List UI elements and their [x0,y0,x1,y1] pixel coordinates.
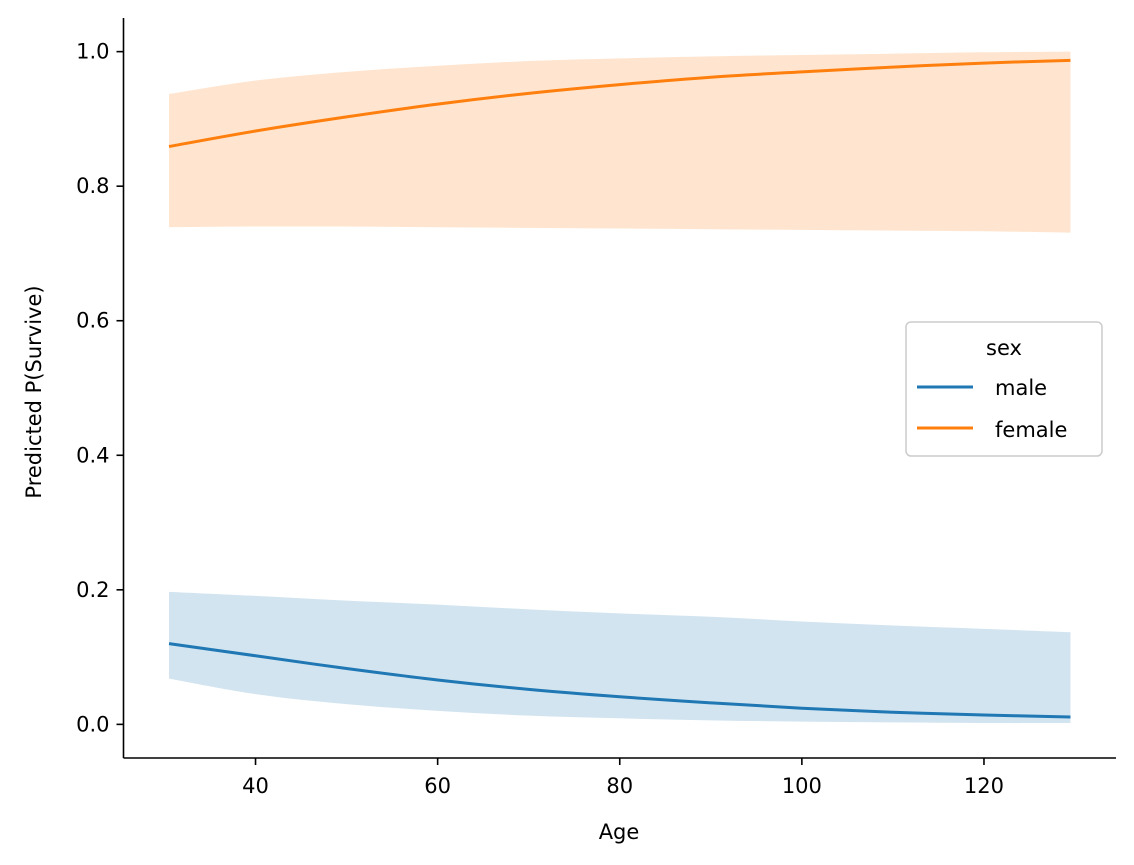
y-ticks: 0.0 0.2 0.4 0.6 0.8 1.0 [76,40,124,736]
series-line-male [168,642,1071,719]
x-tick-label: 60 [424,774,451,798]
y-tick-label: 0.0 [76,712,109,736]
legend: sex male female [905,321,1103,457]
y-tick-label: 1.0 [76,40,109,64]
legend-label-female: female [995,418,1067,442]
x-tick-label: 40 [242,774,269,798]
y-tick-label: 0.4 [76,443,109,467]
x-tick-label: 120 [964,774,1004,798]
confidence-band-male [169,591,1071,724]
confidence-bands [169,51,1071,724]
series-line-female [168,58,1071,148]
y-tick-label: 0.2 [76,578,109,602]
x-tick-label: 80 [606,774,633,798]
series-lines [168,58,1071,719]
confidence-band-female [169,51,1071,233]
legend-frame [905,321,1103,457]
y-axis-label: Predicted P(Survive) [22,285,46,498]
x-ticks: 40 60 80 100 120 [242,758,1004,798]
y-tick-label: 0.6 [76,309,109,333]
x-tick-label: 100 [782,774,822,798]
legend-label-male: male [995,376,1047,400]
y-tick-label: 0.8 [76,174,109,198]
legend-title: sex [986,336,1022,360]
x-axis-label: Age [599,820,640,844]
